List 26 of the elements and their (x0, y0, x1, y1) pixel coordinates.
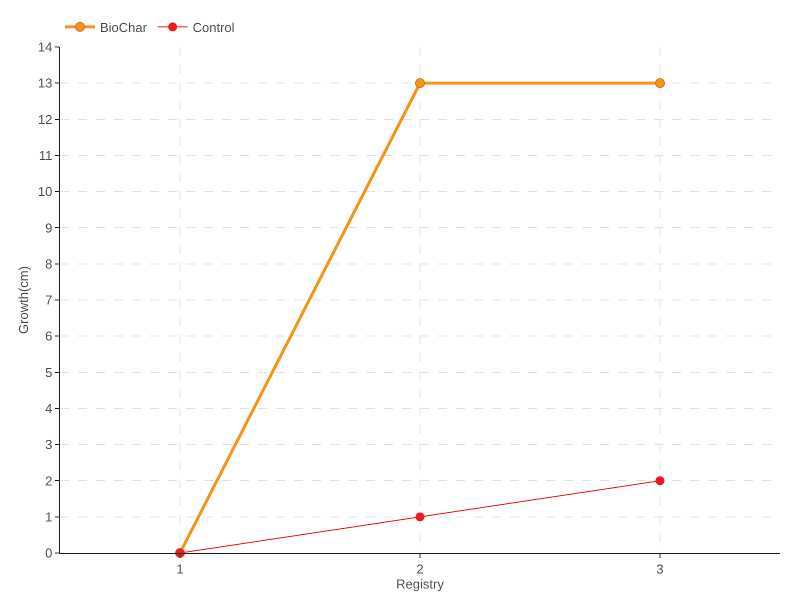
y-tick-label: 8 (45, 256, 52, 272)
x-tick-label: 2 (416, 562, 424, 577)
x-axis-title: Registry (396, 576, 444, 592)
y-tick-label: 1 (45, 509, 52, 524)
point (655, 78, 665, 88)
point (656, 476, 664, 486)
y-tick-label: 4 (45, 400, 52, 416)
legend-label: BioChar (100, 20, 148, 35)
x-tick-label: 3 (656, 562, 664, 577)
y-tick-label: 13 (38, 76, 52, 91)
y-tick-label: 0 (45, 546, 52, 561)
point (416, 512, 424, 522)
y-tick-label: 14 (38, 40, 52, 55)
y-tick-label: 5 (45, 364, 52, 380)
y-tick-label: 11 (38, 148, 52, 163)
y-tick-label: 3 (45, 437, 52, 452)
point (415, 78, 425, 88)
y-tick-label: 6 (45, 328, 52, 344)
y-tick-label: 2 (45, 473, 52, 488)
y-tick-label: 7 (45, 292, 52, 308)
legend-label: Control (192, 20, 235, 35)
y-tick-label: 12 (38, 112, 52, 127)
y-axis-title: Growth(cm) (16, 266, 31, 334)
y-tick-label: 9 (45, 220, 52, 236)
x-tick-label: 1 (176, 562, 184, 577)
y-tick-label: 10 (38, 184, 52, 200)
